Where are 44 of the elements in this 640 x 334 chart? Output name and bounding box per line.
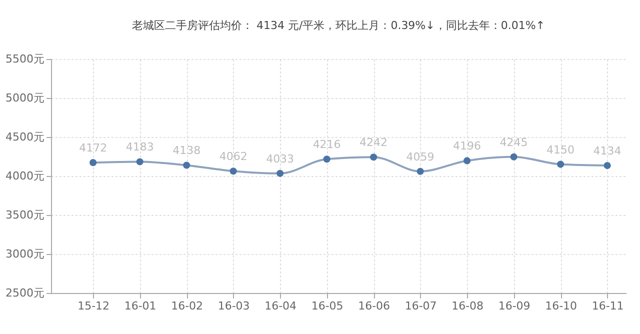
data-label: 4242 [360,136,388,150]
y-tick-label: 3000元 [6,248,44,260]
y-tick-label: 2500元 [6,286,44,300]
data-label: 4245 [500,136,528,149]
x-tick-label: 16-06 [358,300,390,312]
x-tick-label: 15-12 [78,300,110,312]
y-tick-label: 4500元 [6,130,44,144]
data-label: 4150 [546,143,575,156]
y-tick-label: 3500元 [6,208,44,222]
x-tick-label: 16-01 [124,300,156,312]
data-label: 4183 [126,140,154,154]
x-tick-label: 16-11 [592,300,624,312]
x-tick-label: 16-08 [452,300,484,312]
data-label: 4134 [593,144,622,158]
point [323,156,330,163]
point [557,160,564,168]
point [604,162,611,170]
x-tick-label: 16-03 [218,300,250,312]
point [510,153,518,160]
x-tick-label: 16-04 [264,300,297,312]
point [464,157,471,164]
x-tick-label: 16-09 [498,300,530,312]
data-label: 4062 [219,150,248,164]
data-label: 4172 [79,142,108,155]
data-label: 4216 [312,138,341,152]
x-tick-label: 16-10 [545,300,578,312]
chart-title: 老城区二手房评估均价： 4134 元/平米，环比上月：0.39%↓，同比去年：0.01%↑ [132,19,546,32]
point [416,168,424,175]
x-tick-label: 16-05 [311,300,344,312]
x-tick-label: 16-02 [171,300,204,312]
point [90,159,97,166]
point [136,158,144,166]
point [183,162,190,169]
data-label: 4196 [453,140,482,153]
data-label: 4138 [172,144,201,158]
point [370,154,378,161]
y-tick-label: 5000元 [6,92,44,104]
data-label: 4033 [266,152,294,166]
y-tick-label: 5500元 [6,52,44,66]
y-tick-label: 4000元 [6,170,44,182]
point [276,170,284,177]
x-tick-label: 16-07 [404,300,437,312]
data-label: 4059 [406,150,434,164]
point [230,168,237,175]
